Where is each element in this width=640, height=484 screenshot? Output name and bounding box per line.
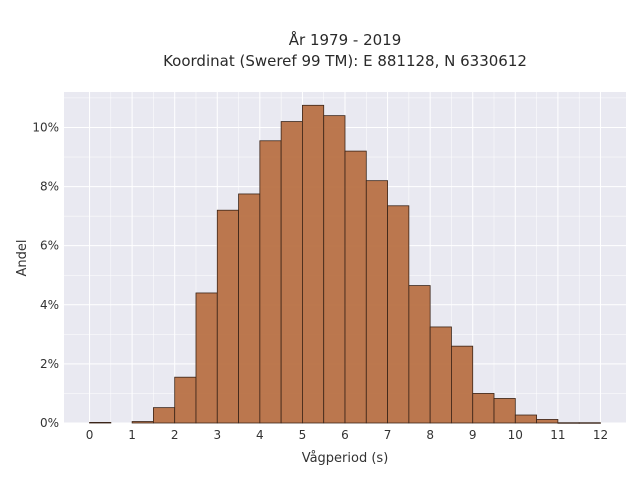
x-tick-label: 8 [426, 428, 434, 442]
histogram-bar [280, 121, 303, 424]
histogram-bar [387, 205, 410, 424]
y-tick-label: 10% [32, 120, 59, 134]
histogram-bar [174, 376, 197, 424]
x-tick-label: 9 [469, 428, 477, 442]
chart-title-line2: Koordinat (Sweref 99 TM): E 881128, N 63… [163, 52, 527, 70]
chart-title-line1: År 1979 - 2019 [289, 30, 402, 49]
y-tick-labels: 0% 2% 4% 6% 8% 10% [32, 120, 59, 430]
histogram-bar [578, 422, 601, 424]
histogram-bar [451, 345, 474, 424]
histogram-bar [238, 193, 261, 424]
x-tick-label: 5 [299, 428, 307, 442]
histogram-bar [302, 104, 325, 424]
x-tick-label: 3 [213, 428, 221, 442]
y-tick-label: 0% [40, 416, 59, 430]
x-tick-label: 6 [341, 428, 349, 442]
histogram-bar [323, 115, 346, 424]
histogram-bar [216, 209, 239, 424]
histogram-bar [514, 414, 537, 424]
x-tick-label: 12 [593, 428, 608, 442]
histogram-bar [365, 180, 388, 424]
y-axis-label: Andel [15, 240, 30, 277]
histogram-bar [344, 150, 367, 424]
x-tick-label: 1 [128, 428, 136, 442]
histogram-bar [89, 422, 112, 424]
histogram-bar [153, 407, 176, 424]
histogram-bar [259, 140, 282, 424]
histogram-bar [536, 419, 559, 424]
histogram-bar [131, 421, 154, 424]
x-tick-label: 0 [86, 428, 94, 442]
y-tick-label: 2% [40, 357, 59, 371]
y-tick-label: 8% [40, 180, 59, 194]
x-axis-label: Vågperiod (s) [302, 451, 389, 466]
x-tick-label: 7 [384, 428, 392, 442]
histogram-bars [89, 104, 601, 424]
histogram-bar [429, 326, 452, 424]
x-tick-labels: 0 1 2 3 4 5 6 7 8 9 10 11 12 [86, 428, 608, 442]
x-tick-label: 10 [508, 428, 523, 442]
histogram-bar [472, 393, 495, 424]
x-tick-label: 2 [171, 428, 179, 442]
histogram-bar [195, 292, 218, 424]
y-tick-label: 4% [40, 298, 59, 312]
histogram-bar [408, 285, 431, 424]
x-tick-label: 11 [550, 428, 565, 442]
x-tick-label: 4 [256, 428, 264, 442]
histogram-bar [493, 398, 516, 424]
histogram-bar [557, 422, 580, 424]
y-tick-label: 6% [40, 239, 59, 253]
